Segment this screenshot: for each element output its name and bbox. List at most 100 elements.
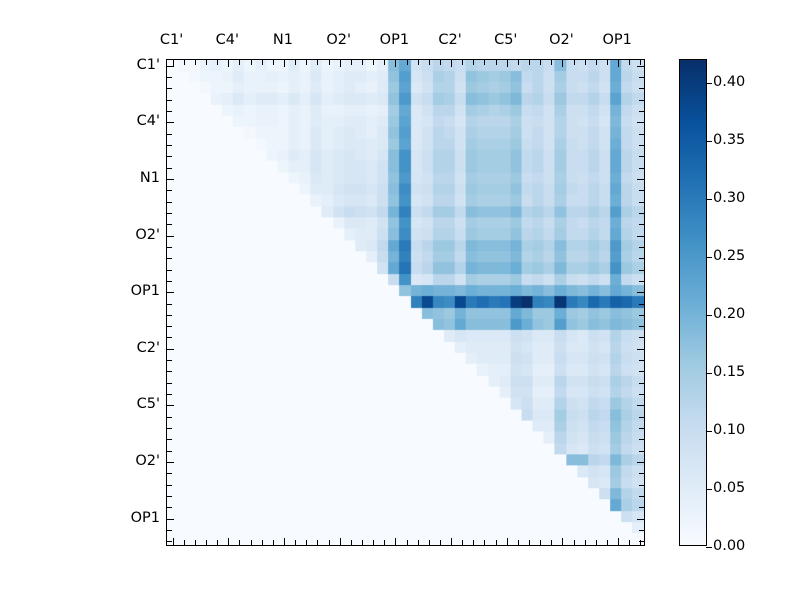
- y-tick: [167, 133, 172, 135]
- colorbar-gradient: [680, 60, 706, 545]
- y-tick: [639, 484, 644, 486]
- x-tick: [239, 540, 241, 545]
- y-tick: [639, 144, 644, 146]
- x-tick: [373, 540, 375, 545]
- x-tick-label: C2': [438, 32, 462, 48]
- y-tick-label: O2': [135, 452, 160, 469]
- x-tick-label: C5': [494, 32, 518, 48]
- colorbar[interactable]: [679, 59, 712, 548]
- x-tick: [205, 60, 207, 65]
- x-tick: [640, 60, 642, 65]
- x-tick: [395, 538, 397, 545]
- y-tick: [639, 190, 644, 192]
- y-tick: [639, 382, 644, 384]
- x-tick: [228, 538, 230, 545]
- y-tick: [167, 371, 172, 373]
- y-tick: [639, 541, 644, 543]
- y-tick: [167, 99, 172, 101]
- y-tick: [167, 518, 174, 520]
- x-tick: [172, 60, 174, 67]
- x-tick: [629, 60, 631, 65]
- colorbar-tick: [706, 315, 712, 317]
- x-tick: [183, 540, 185, 545]
- x-tick: [551, 540, 553, 545]
- colorbar-tick: [706, 257, 712, 259]
- y-tick: [167, 360, 172, 362]
- y-tick: [167, 258, 172, 260]
- x-tick: [205, 540, 207, 545]
- y-tick: [639, 473, 644, 475]
- y-tick: [167, 235, 174, 237]
- x-tick: [607, 540, 608, 545]
- x-tick: [272, 60, 274, 65]
- x-tick: [551, 60, 553, 65]
- x-tick: [506, 60, 508, 67]
- x-tick: [306, 60, 308, 65]
- heatmap-grid[interactable]: [167, 60, 644, 545]
- x-tick: [194, 540, 196, 545]
- x-tick: [640, 540, 642, 545]
- y-tick: [639, 360, 644, 362]
- y-tick: [637, 235, 644, 237]
- y-tick: [639, 326, 644, 328]
- y-tick: [639, 371, 644, 373]
- y-tick: [639, 450, 644, 452]
- colorbar-tick: [706, 199, 712, 201]
- y-tick: [639, 133, 644, 135]
- x-tick: [361, 540, 363, 545]
- x-tick: [517, 60, 519, 65]
- x-tick: [183, 60, 185, 65]
- x-tick: [462, 60, 464, 65]
- y-tick: [167, 224, 172, 226]
- x-tick: [595, 60, 597, 65]
- x-tick: [529, 60, 531, 65]
- y-tick: [167, 156, 172, 158]
- colorbar-tick-label: 0.30: [713, 189, 746, 206]
- x-tick: [529, 540, 531, 545]
- y-tick: [639, 416, 644, 418]
- x-tick: [451, 538, 453, 545]
- y-tick: [639, 224, 644, 226]
- y-tick: [639, 439, 644, 441]
- y-tick: [167, 496, 172, 498]
- colorbar-tick: [706, 373, 712, 375]
- x-tick-label: OP1: [379, 32, 410, 48]
- x-tick: [618, 538, 620, 545]
- y-tick-label: C5': [136, 396, 160, 413]
- x-tick: [295, 60, 297, 65]
- x-tick: [473, 540, 475, 545]
- colorbar-tick: [706, 83, 712, 85]
- y-tick: [167, 212, 172, 214]
- y-tick: [167, 507, 172, 509]
- y-tick: [167, 201, 172, 203]
- y-tick: [639, 258, 644, 260]
- x-tick: [172, 538, 174, 545]
- x-tick: [495, 60, 497, 65]
- x-tick: [618, 60, 620, 67]
- heatmap-axes[interactable]: [166, 59, 645, 546]
- y-tick: [637, 462, 644, 464]
- colorbar-tick-label: 0.20: [713, 305, 746, 322]
- colorbar-tick-label: 0.10: [713, 421, 746, 438]
- x-tick: [428, 60, 430, 65]
- colorbar-tick: [706, 141, 712, 143]
- y-tick: [167, 65, 174, 67]
- y-tick: [639, 314, 644, 316]
- colorbar-tick: [706, 489, 712, 491]
- x-tick: [361, 60, 363, 65]
- y-tick: [639, 394, 644, 396]
- x-tick-label: O2': [549, 32, 574, 48]
- y-tick: [167, 348, 174, 350]
- x-tick: [384, 60, 386, 65]
- x-tick: [417, 540, 419, 545]
- x-tick: [217, 60, 219, 65]
- x-tick: [261, 60, 263, 65]
- y-tick: [639, 337, 644, 339]
- x-tick: [451, 60, 453, 67]
- y-tick: [167, 439, 172, 441]
- y-tick-label: OP1: [130, 509, 160, 526]
- y-tick: [167, 314, 172, 316]
- x-tick: [239, 60, 241, 65]
- x-tick: [283, 60, 285, 67]
- y-tick: [167, 326, 172, 328]
